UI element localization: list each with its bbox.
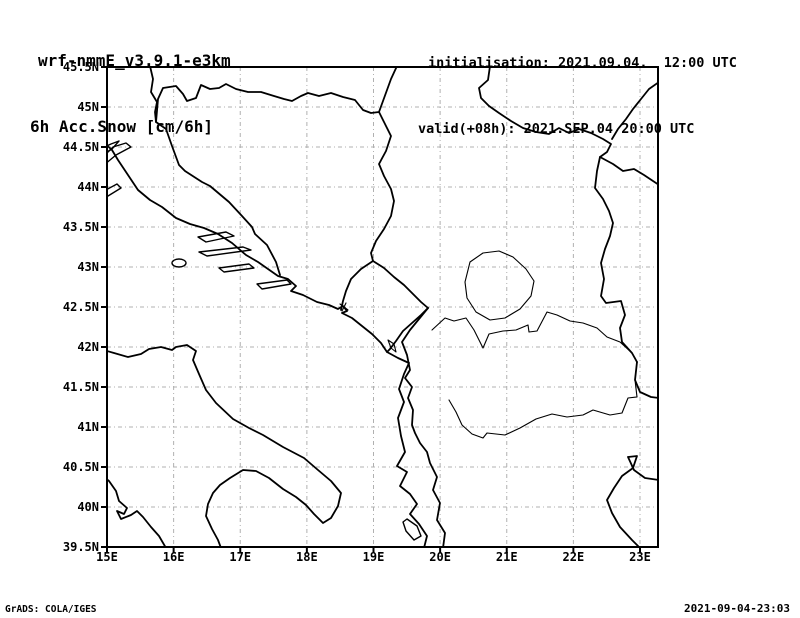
lake-skadar bbox=[387, 339, 397, 353]
italy-adriatic-coast bbox=[107, 344, 342, 547]
italy-tyrrhenian-coast bbox=[107, 478, 167, 547]
island-vis bbox=[171, 258, 187, 268]
serbia-romania-border bbox=[611, 81, 658, 140]
creation-timestamp: 2021-09-04-23:03 bbox=[684, 602, 790, 615]
lat-tick-label: 44N bbox=[77, 180, 99, 194]
montenegro-border-east bbox=[372, 260, 429, 309]
field-title: 6h Acc.Snow [cm/6h] bbox=[30, 117, 214, 136]
sava-border bbox=[155, 67, 398, 123]
lat-tick-label: 45.5N bbox=[62, 60, 99, 74]
lon-tick-label: 19E bbox=[362, 550, 385, 564]
lat-tick-label: 39.5N bbox=[62, 540, 99, 554]
macedonia-outline bbox=[431, 311, 638, 439]
island-rab bbox=[107, 140, 120, 153]
lat-tick-label: 44.5N bbox=[62, 140, 99, 154]
bulgaria-greece-border bbox=[634, 361, 658, 399]
lon-tick-label: 21E bbox=[495, 550, 518, 564]
adriatic-east-coastline bbox=[107, 144, 428, 547]
drina-border bbox=[370, 111, 395, 262]
island-corfu bbox=[402, 518, 422, 541]
serbia-bulgaria-border bbox=[594, 156, 638, 363]
aegean-coast bbox=[606, 455, 658, 547]
montenegro-border-west bbox=[340, 260, 374, 311]
lat-tick-label: 43N bbox=[77, 260, 99, 274]
island-brac bbox=[197, 231, 235, 243]
lat-tick-label: 45N bbox=[77, 100, 99, 114]
lon-tick-label: 18E bbox=[296, 550, 318, 564]
kosovo-outline bbox=[464, 250, 535, 321]
island-mljet bbox=[256, 279, 292, 290]
island-korcula bbox=[218, 263, 255, 273]
albania-east-border bbox=[401, 307, 446, 547]
croatia-bosnia-border bbox=[149, 67, 281, 276]
albania-north-border bbox=[386, 307, 429, 353]
lat-tick-label: 40.5N bbox=[62, 460, 99, 474]
lon-tick-label: 15E bbox=[96, 550, 118, 564]
island-hvar bbox=[198, 246, 252, 257]
axis-tick-marks bbox=[101, 66, 641, 553]
model-title: wrf-nmmE_v3.9.1-e3km bbox=[38, 51, 231, 70]
lon-tick-label: 20E bbox=[429, 550, 451, 564]
lat-tick-label: 43.5N bbox=[62, 220, 99, 234]
lon-tick-label: 23E bbox=[629, 550, 651, 564]
lat-tick-label: 41.5N bbox=[62, 380, 99, 394]
lat-tick-label: 41N bbox=[77, 420, 99, 434]
danube-border bbox=[478, 67, 658, 186]
island-dugi-otok bbox=[107, 183, 122, 197]
lat-tick-label: 42N bbox=[77, 340, 99, 354]
lat-tick-label: 42.5N bbox=[62, 300, 99, 314]
grads-credit: GrADS: COLA/IGES bbox=[5, 604, 97, 615]
lon-tick-label: 22E bbox=[562, 550, 585, 564]
graticule-grid bbox=[107, 67, 658, 547]
title-block-left: wrf-nmmE_v3.9.1-e3km 6h Acc.Snow [cm/6h] bbox=[30, 6, 231, 182]
lat-tick-label: 40N bbox=[77, 500, 99, 514]
lon-tick-label: 16E bbox=[162, 550, 185, 564]
geography-layer bbox=[107, 67, 658, 547]
lon-tick-label: 17E bbox=[229, 550, 252, 564]
